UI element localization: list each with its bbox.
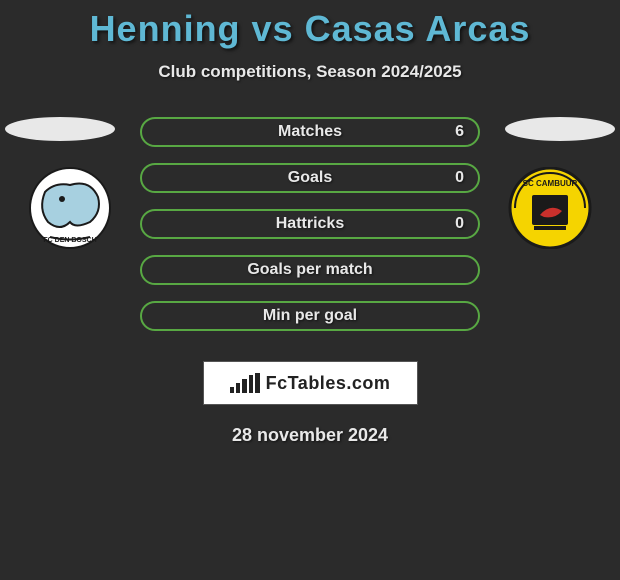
watermark: FcTables.com — [203, 361, 418, 405]
cambuur-logo-icon: SC CAMBUUR — [500, 167, 600, 249]
svg-text:SC CAMBUUR: SC CAMBUUR — [523, 179, 578, 188]
stat-right-value: 0 — [455, 215, 464, 233]
watermark-text: FcTables.com — [266, 373, 391, 394]
stat-right-value: 6 — [455, 123, 464, 141]
svg-text:FC DEN BOSCH: FC DEN BOSCH — [43, 237, 96, 244]
stat-label: Hattricks — [142, 215, 478, 233]
stat-label: Goals — [142, 169, 478, 187]
date: 28 november 2024 — [0, 425, 620, 446]
stat-row-hattricks: Hattricks 0 — [140, 209, 480, 239]
stat-rows: Matches 6 Goals 0 Hattricks 0 Goals per … — [140, 117, 480, 347]
stat-right-value: 0 — [455, 169, 464, 187]
stat-row-goals: Goals 0 — [140, 163, 480, 193]
club-logo-right: SC CAMBUUR — [500, 167, 600, 249]
stat-label: Goals per match — [142, 261, 478, 279]
player-left-ellipse — [5, 117, 115, 141]
stat-row-goals-per-match: Goals per match — [140, 255, 480, 285]
subtitle: Club competitions, Season 2024/2025 — [0, 62, 620, 82]
bars-icon — [230, 373, 260, 393]
comparison-area: FC DEN BOSCH SC CAMBUUR Matches 6 Goals … — [0, 117, 620, 357]
page-title: Henning vs Casas Arcas — [0, 0, 620, 50]
club-logo-left: FC DEN BOSCH — [20, 167, 120, 249]
player-right-ellipse — [505, 117, 615, 141]
stat-label: Min per goal — [142, 307, 478, 325]
den-bosch-logo-icon: FC DEN BOSCH — [20, 167, 120, 249]
stat-row-min-per-goal: Min per goal — [140, 301, 480, 331]
stat-label: Matches — [142, 123, 478, 141]
stat-row-matches: Matches 6 — [140, 117, 480, 147]
